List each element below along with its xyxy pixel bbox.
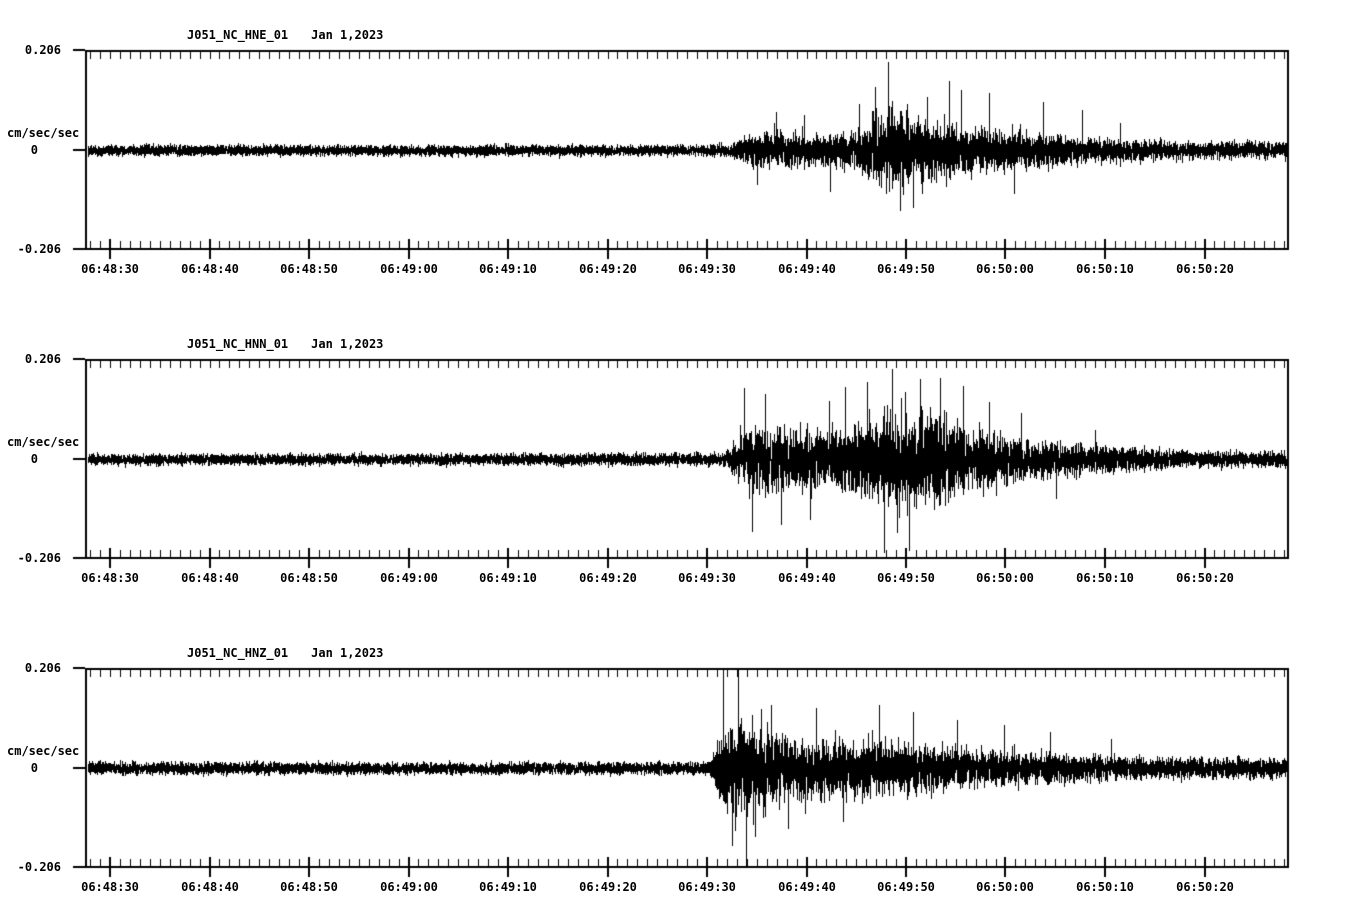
x-tick-label: 06:48:40 xyxy=(181,262,239,276)
x-tick-label: 06:49:20 xyxy=(579,571,637,585)
y-unit-label: cm/sec/sec xyxy=(7,435,80,449)
x-tick-label: 06:50:20 xyxy=(1176,571,1234,585)
panel-title-row: J051_NC_HNE_01 Jan 1,2023 xyxy=(187,28,383,42)
y-min-label: -0.206 xyxy=(17,242,61,256)
x-tick-label: 06:49:10 xyxy=(479,880,537,894)
panel-date: Jan 1,2023 xyxy=(311,337,384,351)
panel-hne: J051_NC_HNE_01 Jan 1,2023 0.206 cm/sec/s… xyxy=(0,20,1358,320)
y-unit-label: cm/sec/sec xyxy=(7,126,80,140)
x-tick-label: 06:48:50 xyxy=(280,571,338,585)
y-unit-label: cm/sec/sec xyxy=(7,744,80,758)
x-tick-label: 06:48:30 xyxy=(81,880,139,894)
x-tick-label: 06:48:50 xyxy=(280,880,338,894)
x-tick-label: 06:48:40 xyxy=(181,571,239,585)
x-tick-label: 06:49:00 xyxy=(380,880,438,894)
y-zero-label: 0 xyxy=(30,761,38,775)
x-tick-label: 06:48:50 xyxy=(280,262,338,276)
x-tick-label: 06:49:30 xyxy=(678,571,736,585)
x-tick-label: 06:48:40 xyxy=(181,880,239,894)
x-tick-label: 06:48:30 xyxy=(81,571,139,585)
x-tick-label: 06:48:30 xyxy=(81,262,139,276)
x-tick-label: 06:50:00 xyxy=(976,880,1034,894)
panel-hnz: J051_NC_HNZ_01 Jan 1,2023 0.206 cm/sec/s… xyxy=(0,638,1358,924)
x-tick-label: 06:50:10 xyxy=(1076,880,1134,894)
x-tick-label: 06:49:30 xyxy=(678,880,736,894)
panel-date: Jan 1,2023 xyxy=(311,646,384,660)
x-tick-label: 06:49:50 xyxy=(877,571,935,585)
x-tick-label: 06:49:50 xyxy=(877,880,935,894)
panel-title-row: J051_NC_HNN_01 Jan 1,2023 xyxy=(187,337,383,351)
x-tick-label: 06:49:30 xyxy=(678,262,736,276)
panel-date: Jan 1,2023 xyxy=(311,28,384,42)
x-tick-label: 06:49:50 xyxy=(877,262,935,276)
panel-hnn: J051_NC_HNN_01 Jan 1,2023 0.206 cm/sec/s… xyxy=(0,329,1358,629)
x-tick-label: 06:49:00 xyxy=(380,571,438,585)
x-tick-label: 06:50:10 xyxy=(1076,262,1134,276)
panel-title: J051_NC_HNZ_01 xyxy=(187,646,289,660)
x-tick-label: 06:50:20 xyxy=(1176,262,1234,276)
x-tick-label: 06:50:00 xyxy=(976,571,1034,585)
x-tick-label: 06:50:10 xyxy=(1076,571,1134,585)
panel-title: J051_NC_HNN_01 xyxy=(187,337,289,351)
y-zero-label: 0 xyxy=(30,143,38,157)
x-tick-label: 06:50:20 xyxy=(1176,880,1234,894)
x-tick-label: 06:49:10 xyxy=(479,571,537,585)
x-tick-label: 06:49:20 xyxy=(579,262,637,276)
x-tick-label: 06:49:40 xyxy=(778,571,836,585)
panel-title-row: J051_NC_HNZ_01 Jan 1,2023 xyxy=(187,646,383,660)
x-tick-label: 06:50:00 xyxy=(976,262,1034,276)
y-min-label: -0.206 xyxy=(17,551,61,565)
y-zero-label: 0 xyxy=(30,452,38,466)
x-tick-label: 06:49:40 xyxy=(778,262,836,276)
panel-title: J051_NC_HNE_01 xyxy=(187,28,289,42)
y-max-label: 0.206 xyxy=(24,43,61,57)
x-tick-label: 06:49:20 xyxy=(579,880,637,894)
x-tick-label: 06:49:10 xyxy=(479,262,537,276)
y-min-label: -0.206 xyxy=(17,860,61,874)
y-max-label: 0.206 xyxy=(24,661,61,675)
x-tick-label: 06:49:00 xyxy=(380,262,438,276)
x-tick-label: 06:49:40 xyxy=(778,880,836,894)
y-max-label: 0.206 xyxy=(24,352,61,366)
